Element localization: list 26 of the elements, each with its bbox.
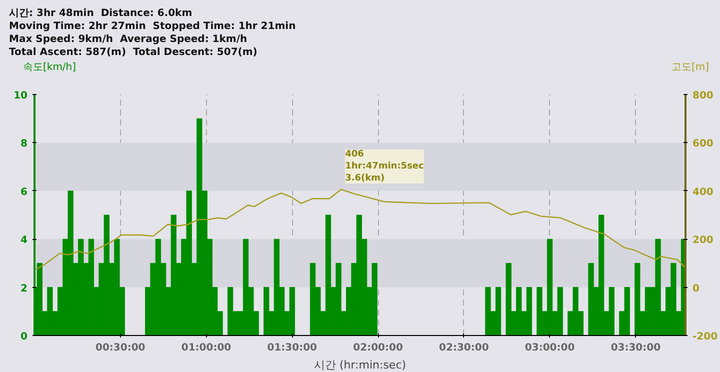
x-tick-label: 02:00:00 xyxy=(353,342,403,354)
chart-title: 시간: 3hr 48min Distance: 6.0km xyxy=(9,7,194,20)
y-tick-label: 0 xyxy=(20,332,28,342)
line-series xyxy=(35,188,686,270)
y2-axis-title: 고도[m] xyxy=(671,61,710,74)
y-axis-title: 속도[km/h] xyxy=(22,61,76,74)
y-tick-label: 8 xyxy=(20,138,28,150)
y2-tick-label: 400 xyxy=(692,186,714,198)
y-tick-label: 4 xyxy=(20,235,28,246)
x-axis-title: 시간 (hr:min:sec) xyxy=(314,358,406,372)
x-tick-label: 01:00:00 xyxy=(181,342,232,354)
x-tick-label: 02:30:00 xyxy=(439,342,489,354)
x-tick-label: 00:30:00 xyxy=(96,342,146,354)
x-tick-label: 03:30:00 xyxy=(610,342,661,354)
x-tick-label: 01:30:00 xyxy=(267,342,318,354)
x-tick-label: 03:00:00 xyxy=(524,342,575,354)
y2-tick-label: 0 xyxy=(692,283,700,294)
y2-tick-label: 800 xyxy=(692,90,714,102)
annotation: 406 1hr:47min:5sec 3.6(km) xyxy=(345,149,424,184)
y-tick-label: 2 xyxy=(20,283,28,294)
chart-subtitle: Moving Time: 2hr 27min Stopped Time: 1hr 21min Max Speed: 9km/h Average Speed: 1km/h Total Ascent: 587(m) Total Descent: 507(m) xyxy=(9,20,297,59)
y-tick-label: 6 xyxy=(20,186,28,198)
y-tick-label: 10 xyxy=(14,90,28,102)
y2-tick-label: 200 xyxy=(692,235,714,246)
y2-tick-label: -200 xyxy=(692,332,718,342)
y2-tick-label: 600 xyxy=(692,138,714,150)
